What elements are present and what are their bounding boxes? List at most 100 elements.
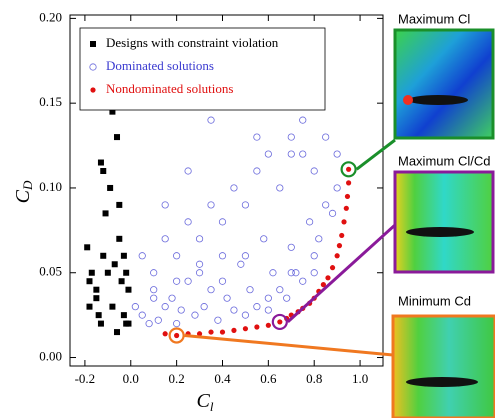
legend-label: Dominated solutions: [106, 58, 214, 73]
point: [207, 201, 215, 209]
point: [241, 252, 250, 260]
point: [208, 329, 214, 335]
point: [93, 286, 100, 293]
point: [214, 316, 222, 324]
point: [177, 306, 185, 314]
point: [218, 277, 227, 285]
point: [346, 166, 352, 172]
point: [299, 150, 307, 158]
point: [138, 252, 146, 260]
point: [269, 269, 277, 277]
point: [328, 209, 337, 217]
point: [260, 235, 268, 243]
point: [125, 320, 132, 327]
point: [315, 235, 323, 243]
point: [120, 312, 127, 319]
y-tick-label: 0.20: [39, 9, 62, 24]
point: [173, 277, 181, 285]
point: [109, 108, 116, 115]
point: [343, 205, 349, 211]
point: [292, 269, 300, 277]
point: [150, 286, 158, 294]
point: [287, 133, 295, 141]
point: [173, 320, 181, 328]
axes-frame: [69, 14, 384, 367]
point: [320, 282, 326, 288]
point: [161, 201, 169, 209]
point: [114, 329, 121, 336]
point: [125, 286, 132, 293]
inset-image: [393, 28, 495, 140]
x-label-sub: l: [210, 399, 214, 414]
legend-label: Nondominated solutions: [106, 81, 233, 96]
point: [86, 278, 93, 285]
point: [104, 269, 111, 276]
point: [299, 277, 307, 285]
point: [230, 306, 238, 314]
connector: [184, 333, 394, 357]
point: [264, 150, 272, 158]
point: [339, 232, 345, 239]
point: [116, 201, 123, 208]
point: [346, 180, 352, 186]
point: [116, 235, 123, 242]
point: [230, 184, 238, 192]
point: [219, 329, 226, 335]
legend-box: [79, 27, 326, 111]
x-tick-label: 0.2: [169, 371, 185, 386]
point: [100, 252, 107, 259]
point: [184, 277, 192, 285]
x-tick-label: 0.0: [123, 371, 139, 386]
legend-marker: [90, 87, 96, 93]
point: [310, 167, 318, 175]
point: [196, 331, 203, 337]
point: [97, 320, 104, 327]
point: [322, 201, 330, 209]
point: [161, 303, 169, 311]
legend-label: Designs with constraint violation: [106, 35, 279, 50]
point: [231, 327, 237, 333]
point: [184, 218, 192, 226]
point: [118, 278, 125, 285]
point: [333, 150, 341, 158]
point: [150, 269, 158, 277]
point: [207, 116, 215, 124]
point: [287, 243, 295, 251]
connector: [286, 223, 397, 324]
point: [195, 260, 204, 268]
point: [322, 133, 330, 141]
point: [299, 116, 307, 124]
point: [207, 286, 215, 294]
point: [200, 303, 208, 311]
point: [264, 306, 272, 314]
point: [109, 303, 116, 310]
point: [276, 184, 284, 192]
point: [102, 210, 109, 217]
point: [223, 294, 231, 302]
point: [333, 184, 341, 192]
inset-title: Maximum Cl: [398, 11, 470, 26]
point: [154, 316, 162, 324]
point: [107, 184, 114, 191]
inset-image: [393, 170, 495, 274]
y-label-main: C: [12, 189, 34, 203]
y-tick-label: 0.15: [39, 94, 62, 109]
x-tick-label: 1.0: [352, 371, 368, 386]
y-label-sub: D: [20, 180, 35, 191]
point: [325, 275, 331, 281]
point: [264, 294, 272, 302]
point: [93, 295, 100, 302]
legend: Designs with constraint violation Dominat…: [89, 35, 279, 96]
inset-title: Maximum Cl/Cd: [398, 153, 490, 168]
point: [84, 244, 91, 251]
x-tick-label: 0.4: [214, 371, 231, 386]
inset-title: Minimum Cd: [398, 293, 471, 308]
point: [120, 252, 127, 259]
highlight-circle: [340, 161, 357, 178]
point: [145, 320, 153, 328]
point: [237, 260, 245, 268]
point: [241, 311, 250, 319]
point: [88, 269, 95, 276]
point: [162, 331, 168, 337]
point: [218, 218, 227, 226]
